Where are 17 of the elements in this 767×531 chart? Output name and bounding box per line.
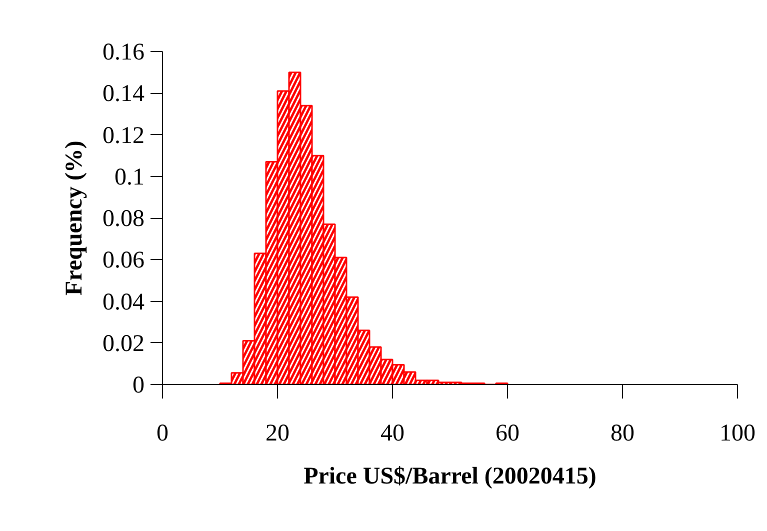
y-tick-label: 0.16 (102, 40, 144, 66)
y-tick-label: 0 (132, 372, 144, 398)
y-tick-label: 0.06 (102, 248, 144, 274)
y-tick-label: 0.04 (102, 289, 144, 316)
y-tick-label: 0.14 (102, 81, 144, 108)
x-tick-label: 100 (720, 420, 756, 446)
y-tick-label: 0.12 (102, 122, 144, 149)
x-tick-label: 60 (496, 420, 520, 446)
x-tick-label: 40 (380, 420, 404, 446)
x-tick-label: 0 (156, 420, 168, 446)
x-axis-title: Price US$/Barrel (20020415) (304, 464, 596, 490)
y-tick-label: 0.02 (102, 330, 144, 357)
y-axis-title: Frequency (%) (62, 140, 88, 296)
y-tick-label: 0.1 (114, 164, 144, 190)
y-tick-label: 0.08 (102, 206, 144, 232)
x-tick-label: 80 (610, 420, 634, 446)
x-tick-label: 20 (266, 420, 290, 446)
